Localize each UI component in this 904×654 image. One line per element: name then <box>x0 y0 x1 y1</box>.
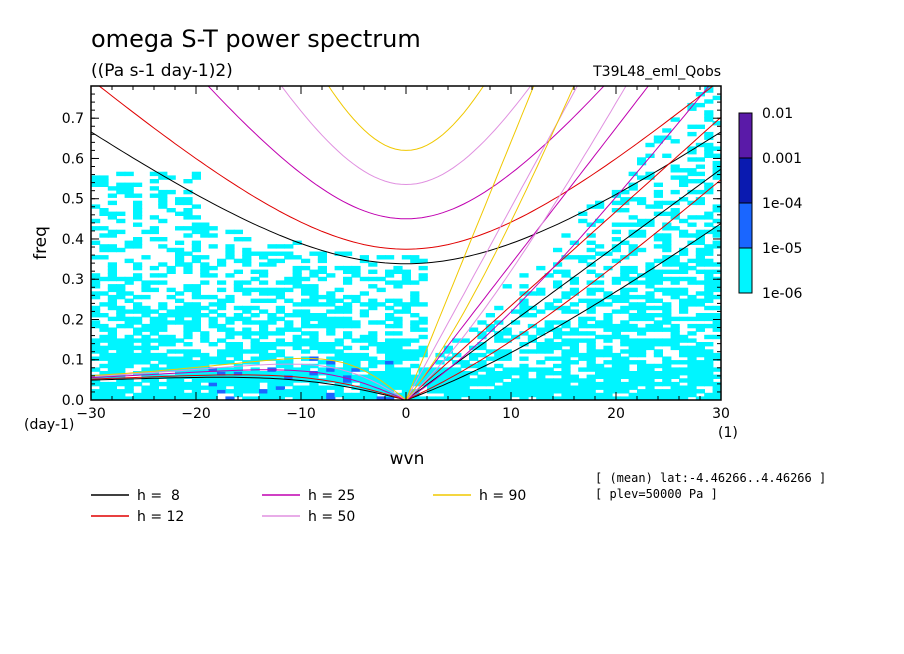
x-tick-label: 20 <box>607 406 625 422</box>
colorbar-swatch <box>738 157 753 204</box>
x-tick-label: 30 <box>712 406 730 422</box>
annotation-lat: [ (mean) lat:-4.46266..4.46266 ] <box>595 471 826 485</box>
legend-label: h = 25 <box>308 488 355 504</box>
legend-label: h = 50 <box>308 509 355 525</box>
y-tick-label: 0.4 <box>62 232 84 248</box>
legend: h = 8 h = 12 h = 25 h = 50 h = 90 <box>91 488 526 525</box>
x-tick-label: −10 <box>286 406 316 422</box>
x-axis-label: wvn <box>390 449 425 469</box>
colorbar-label: 0.001 <box>762 151 802 167</box>
x-axis: −30 −20 −10 0 10 20 30 <box>76 86 730 422</box>
y-tick-label: 0.3 <box>62 272 84 288</box>
x-tick-label: −20 <box>181 406 211 422</box>
colorbar-label: 1e-06 <box>762 286 802 302</box>
colorbar-swatch <box>738 247 753 294</box>
colorbar: 0.01 0.001 1e-04 1e-05 1e-06 <box>738 106 802 302</box>
y-tick-label: 0.0 <box>62 393 84 409</box>
colorbar-label: 1e-04 <box>762 196 802 212</box>
x-tick-label: 0 <box>402 406 411 422</box>
x-unit-label: (1) <box>718 425 738 441</box>
x-tick-label: 10 <box>502 406 520 422</box>
spectrum-fill-layer <box>91 86 721 400</box>
experiment-label: T39L48_eml_Qobs <box>592 64 721 80</box>
legend-label: h = 12 <box>137 509 184 525</box>
y-tick-label: 0.2 <box>62 312 84 328</box>
y-tick-label: 0.7 <box>62 111 84 127</box>
y-axis-label: freq <box>31 226 51 260</box>
colorbar-swatch <box>738 112 753 159</box>
annotation-plev: [ plev=50000 Pa ] <box>595 487 718 501</box>
legend-label: h = 90 <box>479 488 526 504</box>
colorbar-swatch <box>738 202 753 249</box>
legend-label: h = 8 <box>137 488 180 504</box>
y-tick-label: 0.1 <box>62 353 84 369</box>
dispersion-curves <box>91 86 721 400</box>
y-tick-label: 0.5 <box>62 192 84 208</box>
colorbar-label: 1e-05 <box>762 241 802 257</box>
y-unit-label: (day-1) <box>24 417 74 433</box>
chart-title: omega S-T power spectrum <box>91 25 421 53</box>
colorbar-label: 0.01 <box>762 106 793 122</box>
chart-subtitle: ((Pa s-1 day-1)2) <box>91 61 233 81</box>
y-tick-label: 0.6 <box>62 151 84 167</box>
y-axis: 0.0 0.1 0.2 0.3 0.4 0.5 0.6 0.7 <box>62 93 721 409</box>
x-tick-label: −30 <box>76 406 106 422</box>
